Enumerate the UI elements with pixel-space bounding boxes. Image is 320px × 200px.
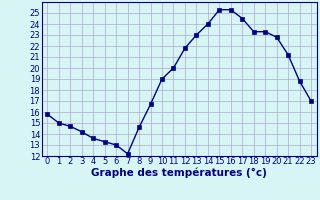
X-axis label: Graphe des températures (°c): Graphe des températures (°c)	[91, 168, 267, 178]
